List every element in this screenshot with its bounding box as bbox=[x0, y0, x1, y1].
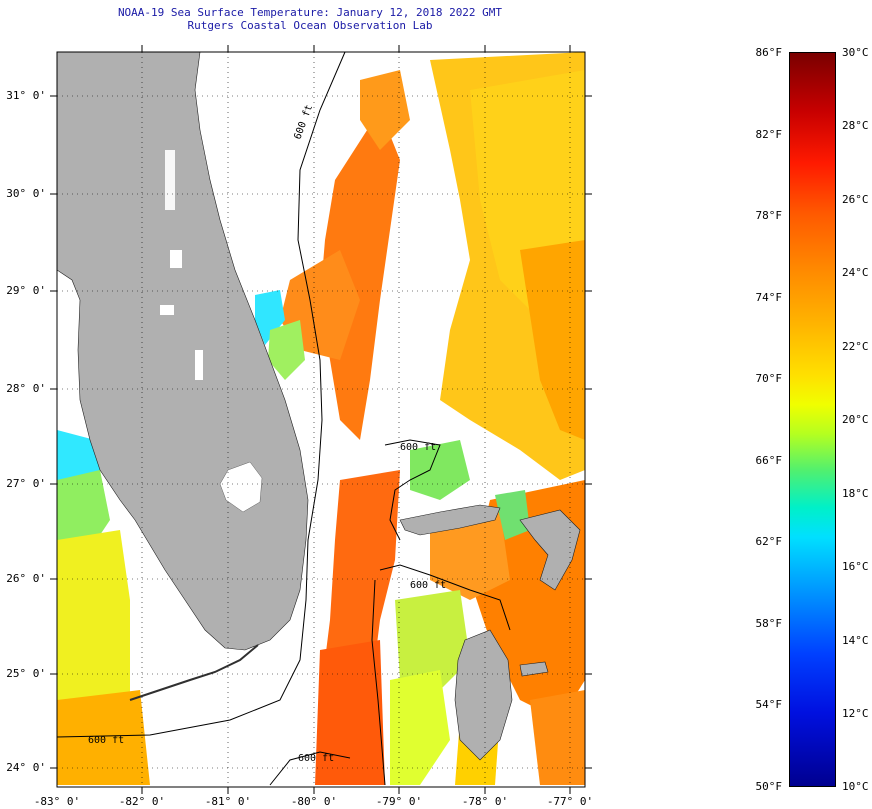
colorbar-c-label: 26°C bbox=[842, 193, 869, 206]
colorbar-c-label: 24°C bbox=[842, 266, 869, 279]
lon-label: -77° 0' bbox=[546, 795, 594, 808]
isobath-label: 600 ft bbox=[400, 442, 436, 453]
graticule bbox=[57, 52, 585, 787]
colorbar-c-label: 18°C bbox=[842, 487, 869, 500]
lat-label: 27° 0' bbox=[6, 477, 46, 490]
andros bbox=[454, 629, 513, 761]
isobath-lines bbox=[56, 51, 511, 786]
lon-label: -83° 0' bbox=[33, 795, 81, 808]
colorbar-f-label: 50°F bbox=[755, 780, 783, 793]
colorbar-c-label: 10°C bbox=[842, 780, 869, 793]
lake-okeechobee bbox=[219, 461, 263, 513]
map-subtitle: Rutgers Coastal Ocean Observation Lab bbox=[187, 19, 433, 32]
colorbar-f-label: 70°F bbox=[755, 372, 783, 385]
colorbar-f-label: 66°F bbox=[755, 454, 783, 467]
colorbar-f-label: 58°F bbox=[755, 617, 783, 630]
colorbar-f-label: 86°F bbox=[755, 46, 783, 59]
colorbar-c-label: 30°C bbox=[842, 46, 869, 59]
grand-bahama bbox=[399, 504, 501, 536]
temperature-colorbar bbox=[789, 52, 836, 787]
colorbar-c-label: 22°C bbox=[842, 340, 869, 353]
lon-label: -81° 0' bbox=[204, 795, 252, 808]
colorbar-f-label: 62°F bbox=[755, 535, 783, 548]
axis-ticks bbox=[50, 45, 592, 794]
abaco bbox=[519, 509, 581, 591]
map-frame bbox=[56, 51, 586, 788]
lat-label: 24° 0' bbox=[6, 761, 46, 774]
lat-label: 25° 0' bbox=[6, 667, 46, 680]
lon-label: -78° 0' bbox=[461, 795, 509, 808]
florida-keys bbox=[129, 644, 259, 701]
isobath-label: 600 ft bbox=[410, 580, 446, 591]
map-title: NOAA-19 Sea Surface Temperature: January… bbox=[117, 6, 503, 19]
colorbar-f-label: 74°F bbox=[755, 291, 783, 304]
lat-label: 30° 0' bbox=[6, 187, 46, 200]
berry-islands bbox=[519, 661, 549, 677]
lon-label: -80° 0' bbox=[290, 795, 338, 808]
lon-label: -79° 0' bbox=[375, 795, 423, 808]
colorbar-c-label: 16°C bbox=[842, 560, 869, 573]
lat-label: 26° 0' bbox=[6, 572, 46, 585]
colorbar-f-label: 54°F bbox=[755, 698, 783, 711]
colorbar-c-label: 20°C bbox=[842, 413, 869, 426]
lon-label: -82° 0' bbox=[118, 795, 166, 808]
colorbar-c-label: 14°C bbox=[842, 634, 869, 647]
lat-label: 29° 0' bbox=[6, 284, 46, 297]
isobath-label: 600 ft bbox=[298, 753, 334, 764]
colorbar-c-label: 12°C bbox=[842, 707, 869, 720]
lat-label: 31° 0' bbox=[6, 89, 46, 102]
colorbar-f-label: 82°F bbox=[755, 128, 783, 141]
sst-patches bbox=[57, 52, 585, 785]
colorbar-f-label: 78°F bbox=[755, 209, 783, 222]
colorbar-c-label: 28°C bbox=[842, 119, 869, 132]
lat-label: 28° 0' bbox=[6, 382, 46, 395]
isobath-label: 600 ft bbox=[88, 735, 124, 746]
